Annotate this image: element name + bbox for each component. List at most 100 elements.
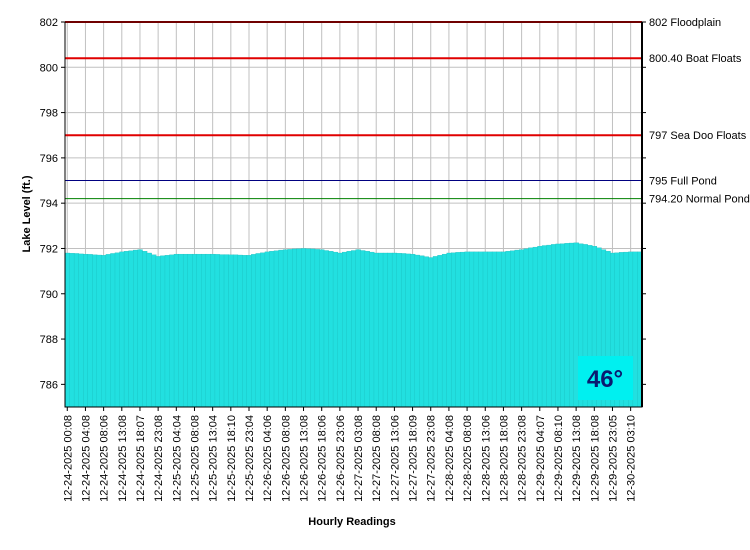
bar [541,245,548,408]
x-tick-label: 12-26-2025 13:08 [299,415,311,502]
bar [505,251,511,408]
x-tick-label: 12-26-2025 08:08 [280,415,292,502]
x-tick-label: 12-27-2025 08:08 [371,415,383,502]
bar [160,255,166,408]
bar [296,248,302,408]
bar [210,253,216,408]
bar [173,253,180,408]
bar [105,254,111,408]
bar [305,248,311,408]
x-tick-label: 12-29-2025 08:10 [553,415,565,502]
bar [414,254,420,408]
bar [478,251,484,408]
bar [455,252,461,408]
reference-label: 800.40 Boat Floats [649,53,742,65]
bar [269,251,275,408]
bar [373,252,379,408]
bar [369,251,375,408]
y-tick-label: 802 [40,17,58,29]
bar [178,253,184,408]
bar [573,242,579,408]
reference-label: 794.20 Normal Pond [649,194,750,206]
bar [132,249,139,408]
bar [137,249,143,408]
bar [432,256,439,408]
bar [228,254,234,408]
bar [328,251,334,408]
bar [223,254,230,408]
bar [187,253,193,408]
bar [246,255,252,408]
bar [169,254,175,408]
bar [201,253,207,408]
bar [182,253,189,408]
x-tick-label: 12-29-2025 13:08 [571,415,583,502]
x-tick-label: 12-27-2025 18:09 [408,415,420,502]
x-tick-label: 12-28-2025 08:08 [462,415,474,502]
bar [401,253,407,408]
bar [164,255,170,408]
bar [391,252,398,408]
bar [469,251,475,408]
bar [301,248,307,408]
x-tick-label: 12-24-2025 00:08 [62,415,74,502]
reference-label: 802 Floodplain [649,17,721,29]
bar [92,254,98,408]
bar [273,250,279,408]
bar [119,251,125,408]
reference-label: 797 Sea Doo Floats [649,130,747,142]
bar [351,250,357,408]
bar [396,253,402,408]
bar [155,256,161,408]
x-tick-label: 12-26-2025 04:06 [262,415,274,502]
bar [73,253,80,408]
x-tick-label: 12-30-2025 03:10 [626,415,638,502]
y-tick-label: 800 [40,62,58,74]
bar [96,254,102,408]
x-tick-label: 12-28-2025 23:08 [517,415,529,502]
bar [219,254,225,408]
bar [196,253,202,408]
y-tick-label: 794 [40,198,58,210]
bar [523,248,529,408]
bar [419,255,425,408]
bar [319,249,325,408]
x-tick-label: 12-27-2025 23:08 [426,415,438,502]
bar [214,254,220,408]
bar [278,249,284,408]
bar [382,252,389,408]
x-tick-label: 12-26-2025 18:06 [317,415,329,502]
bar [346,251,352,408]
bar [569,242,575,408]
bar [251,254,257,408]
bar [110,253,116,408]
x-tick-label: 12-26-2025 23:06 [335,415,347,502]
x-tick-label: 12-24-2025 23:08 [153,415,165,502]
bar [123,251,130,408]
x-tick-label: 12-25-2025 23:04 [244,415,256,502]
x-tick-label: 12-27-2025 03:08 [353,415,365,502]
bar [482,251,488,408]
bar [323,250,329,408]
bar [510,250,516,408]
x-tick-label: 12-29-2025 18:08 [589,415,601,502]
y-tick-label: 786 [40,379,58,391]
bar [546,244,552,408]
x-tick-label: 12-24-2025 04:08 [80,415,92,502]
bar [205,253,211,408]
bar [332,251,339,408]
bar [410,253,416,408]
x-tick-label: 12-25-2025 18:10 [226,415,238,502]
bar [146,252,152,408]
bar [550,244,557,408]
bar [405,253,411,408]
bar [460,251,466,408]
bar [423,256,429,408]
temperature: 46° [587,366,623,393]
bar [528,247,534,408]
y-tick-label: 798 [40,108,58,120]
bar [364,251,370,408]
bar [451,252,457,408]
y-tick-label: 790 [40,289,58,301]
